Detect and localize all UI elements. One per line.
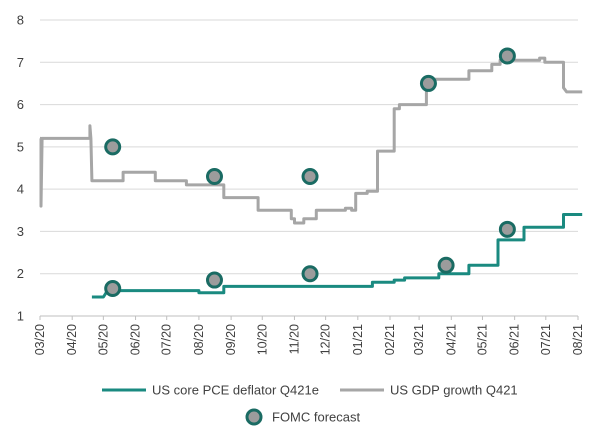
y-axis-ticks: 1 2 3 4 5 6 7 8 xyxy=(17,13,24,324)
x-tick-label: 05/21 xyxy=(475,324,489,355)
x-tick-label: 01/21 xyxy=(351,324,365,355)
y-tick-label: 5 xyxy=(17,139,24,154)
x-tick-label: 03/20 xyxy=(33,324,47,355)
y-tick-label: 3 xyxy=(17,224,24,239)
x-tick-label: 04/21 xyxy=(444,324,458,355)
x-tick-label: 11/20 xyxy=(287,324,301,354)
legend-fomc-swatch xyxy=(245,408,263,426)
x-tick-label: 02/21 xyxy=(383,324,397,355)
y-tick-label: 8 xyxy=(17,13,24,28)
legend-fomc-label: FOMC forecast xyxy=(272,410,361,425)
y-tick-label: 7 xyxy=(17,55,24,70)
y-tick-label: 1 xyxy=(17,309,24,324)
fomc-forecast-marker xyxy=(419,74,437,92)
fomc-forecast-marker xyxy=(498,220,516,238)
fomc-forecast-marker xyxy=(104,280,122,298)
gridlines xyxy=(40,19,578,275)
legend-pce-label: US core PCE deflator Q421e xyxy=(152,383,319,398)
x-tick-label: 06/21 xyxy=(508,324,522,355)
x-tick-label: 12/20 xyxy=(319,324,333,355)
fomc-forecast-marker xyxy=(498,47,516,65)
fomc-markers xyxy=(104,47,516,298)
x-tick-label: 09/20 xyxy=(224,324,238,355)
x-axis xyxy=(39,315,579,320)
fomc-forecast-marker xyxy=(205,167,223,185)
legend-gdp-label: US GDP growth Q421 xyxy=(390,383,518,398)
x-tick-label: 05/20 xyxy=(96,324,110,355)
x-tick-label: 10/20 xyxy=(255,324,269,355)
y-tick-label: 6 xyxy=(17,97,24,112)
fomc-forecast-marker xyxy=(301,265,319,283)
fomc-forecast-marker xyxy=(205,271,223,289)
fomc-forecast-marker xyxy=(437,256,455,274)
x-tick-label: 04/20 xyxy=(65,324,79,355)
x-tick-label: 08/20 xyxy=(192,324,206,355)
y-tick-label: 2 xyxy=(17,266,24,281)
legend: US core PCE deflator Q421e US GDP growth … xyxy=(102,383,518,426)
x-axis-ticks: 03/20 04/20 05/20 06/20 07/20 08/20 09/20 10/20… xyxy=(33,324,585,355)
fomc-forecast-marker xyxy=(104,138,122,156)
fomc-forecast-marker xyxy=(301,167,319,185)
x-tick-label: 07/20 xyxy=(160,324,174,355)
x-tick-label: 07/21 xyxy=(539,324,553,355)
x-tick-label: 03/21 xyxy=(412,324,426,355)
x-tick-label: 06/20 xyxy=(129,324,143,355)
pce-series-line xyxy=(91,213,583,299)
x-tick-label: 08/21 xyxy=(571,324,585,355)
series-lines xyxy=(39,56,583,299)
y-tick-label: 4 xyxy=(17,182,24,197)
gdp-series-line xyxy=(39,56,583,225)
